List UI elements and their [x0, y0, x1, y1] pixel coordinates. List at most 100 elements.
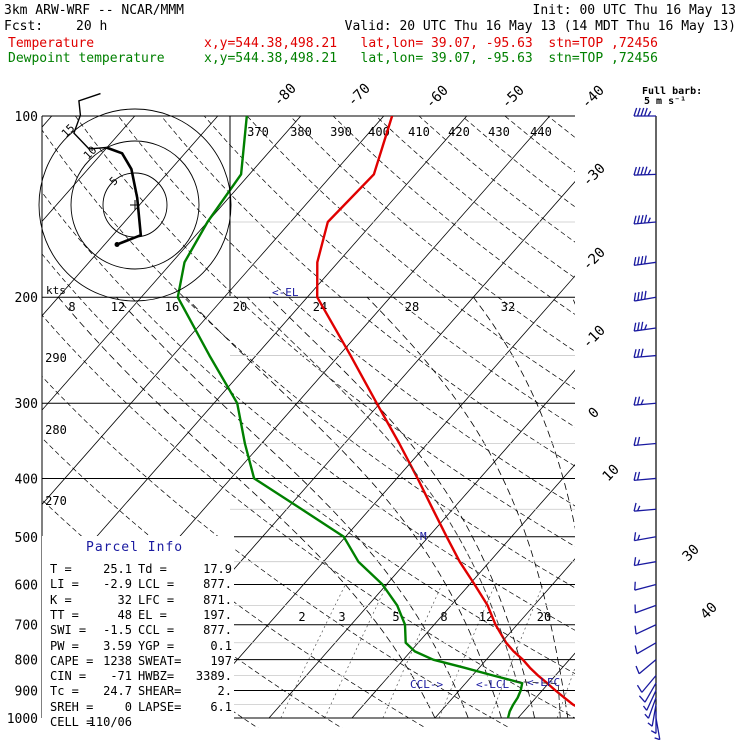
isotherm [351, 463, 575, 719]
model-title: 3km ARW-WRF -- NCAR/MMM [4, 3, 185, 18]
parcel-info-value: 197. [203, 607, 232, 622]
isotherm [601, 116, 740, 718]
parcel-info-value: -71 [110, 669, 132, 684]
parcel-info-label: CELL = [50, 715, 94, 729]
ccl-marker: CCL-> [410, 678, 443, 691]
parcel-info-label: Tc = [50, 684, 79, 699]
parcel-info-label: CCL = [138, 623, 175, 638]
hodograph-ring [38, 108, 232, 302]
pressure-label-800: 800 [15, 654, 38, 669]
mixing-ratio-label: 28 [405, 300, 419, 314]
parcel-info-label: T = [50, 562, 72, 576]
pressure-label-700: 700 [15, 619, 38, 634]
isotherm [42, 116, 468, 600]
dry-adiabat [332, 116, 575, 315]
parcel-info-value: 48 [117, 607, 132, 622]
parcel-info-label: LCL = [138, 577, 175, 592]
temperature-profile [316, 116, 575, 707]
parcel-info-row: CIN = -71 HWBZ= 3389. [50, 669, 232, 684]
isotherm [42, 116, 136, 223]
temperature-tick-label: -40 [579, 83, 608, 112]
temperature-tick-label: -60 [423, 83, 452, 112]
parcel-info-label: LAPSE= [138, 699, 182, 714]
dry-adiabat [289, 116, 575, 352]
temperature-tick-label: 10 [600, 462, 623, 485]
wind-barb [635, 659, 657, 675]
parcel-info-label: SWI = [50, 623, 87, 638]
wind-barb [636, 675, 657, 693]
wind-barb [634, 604, 657, 614]
temperature-tick-label: -30 [580, 161, 609, 190]
theta-label: 290 [45, 351, 67, 365]
isotherm [268, 369, 575, 719]
theta-label: 270 [45, 494, 67, 508]
pressure-label-300: 300 [15, 397, 38, 412]
barb-key-units: 5 m s⁻¹ [644, 96, 686, 107]
init-time: Init: 00 UTC Thu 16 May 13 [532, 3, 737, 18]
parcel-info-value: 0 [124, 699, 132, 714]
dry-adiabat [42, 253, 575, 675]
parcel-info-value: 32 [117, 592, 132, 607]
dry-adiabat [547, 116, 575, 138]
dry-adiabat [160, 116, 575, 467]
dry-adiabat [504, 116, 575, 173]
parcel-info-label: SWEAT= [138, 653, 182, 668]
parcel-info-row: T = 25.1 Td = 17.9 [50, 562, 232, 577]
wind-barb [633, 436, 657, 447]
mixing-ratio-label: 20 [537, 610, 551, 624]
parcel-info-label: CIN = [50, 669, 87, 684]
parcel-info-value: 197 [210, 653, 232, 668]
mixing-ratio-line [324, 584, 388, 719]
parcel-info-label: K = [50, 592, 72, 607]
parcel-info-label: SREH = [50, 699, 94, 714]
hodograph-trace-high [73, 92, 107, 150]
pressure-label-600: 600 [15, 578, 38, 593]
pressure-label-400: 400 [15, 472, 38, 487]
m-marker: M [420, 530, 427, 543]
moist-adiabat [116, 296, 469, 719]
parcel-info-value: -2.9 [103, 577, 132, 592]
parcel-info-row: SREH = 0 LAPSE= 6.1 [50, 700, 232, 715]
theta-label: 370 [247, 125, 269, 139]
wind-barb [650, 711, 657, 734]
mixing-ratio-line [280, 584, 346, 719]
parcel-info-row: PW = 3.59 YGP = 0.1 [50, 639, 232, 654]
parcel-info-label: SHEAR= [138, 684, 182, 699]
parcel-info-row: CELL = 110/06 [50, 715, 232, 730]
isotherm [434, 558, 575, 719]
parcel-info-value: 877. [203, 577, 232, 592]
parcel-info-value: -1.5 [103, 623, 132, 638]
temperature-tick-label: -50 [499, 83, 528, 112]
parcel-info-label: LI = [50, 577, 79, 592]
dry-adiabat [75, 116, 575, 547]
parcel-info-value: 24.7 [103, 684, 132, 699]
isotherm [42, 116, 385, 505]
hodograph-trace-low [105, 146, 143, 246]
moist-adiabat [571, 297, 575, 305]
parcel-info-label: TT = [50, 607, 79, 622]
wind-barb [633, 321, 657, 332]
parcel-info-label: HWBZ= [138, 669, 175, 684]
wind-barb [642, 690, 657, 711]
hodograph-start-point [114, 242, 120, 248]
theta-label: 440 [530, 125, 552, 139]
moist-adiabat [268, 296, 535, 719]
lcl-marker: <-LCL [476, 678, 509, 691]
parcel-info-title: Parcel Info [86, 540, 184, 555]
pressure-label-500: 500 [15, 531, 38, 546]
wind-barb [633, 348, 657, 359]
wind-barb [638, 682, 657, 703]
hodograph-units: kts [46, 284, 66, 297]
mixing-ratio-label: 3 [338, 610, 345, 624]
dry-adiabat [118, 116, 575, 507]
moist-adiabat [366, 296, 569, 719]
parcel-info-value: 3389. [195, 669, 232, 684]
parcel-info-value: 2. [217, 684, 232, 699]
temperature-tick-label: -80 [271, 81, 300, 110]
isotherm [185, 275, 575, 719]
parcel-info-row: K = 32 LFC = 871. [50, 593, 232, 608]
parcel-info-row: TT = 48 EL = 197. [50, 608, 232, 623]
theta-label: 280 [45, 423, 67, 437]
mixing-ratio-label: 2 [298, 610, 305, 624]
